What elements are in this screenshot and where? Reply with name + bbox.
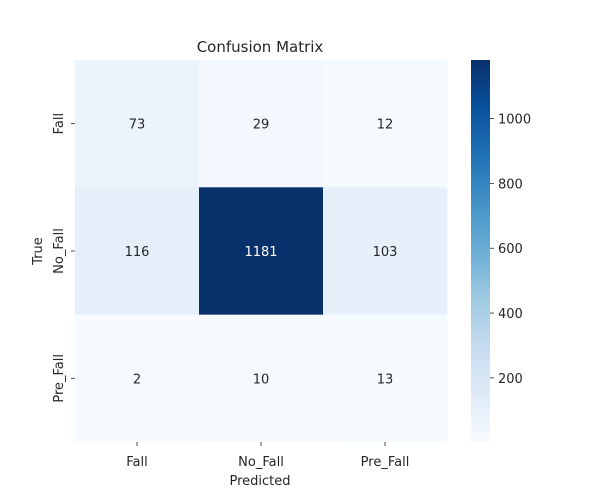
cell-value-label: 10 xyxy=(253,372,270,387)
x-axis-label: Predicted xyxy=(229,474,290,489)
heatmap-cell xyxy=(75,187,200,316)
colorbar-tick-label: 200 xyxy=(498,372,523,387)
y-tick-label: Pre_Fall xyxy=(52,354,67,403)
cell-value-label: 1181 xyxy=(244,245,277,260)
heatmap-cell xyxy=(199,60,324,188)
cell-value-label: 116 xyxy=(125,245,150,260)
chart-title: Confusion Matrix xyxy=(197,38,324,56)
x-tick-label: No_Fall xyxy=(238,455,284,470)
heatmap-cell xyxy=(323,60,448,188)
heatmap-cell xyxy=(323,187,448,316)
colorbar-tick-label: 600 xyxy=(498,242,523,257)
x-tick-label: Pre_Fall xyxy=(361,455,410,470)
cell-value-label: 103 xyxy=(373,245,398,260)
colorbar-gradient xyxy=(471,60,490,442)
colorbar: 200 400 600 800 1000 xyxy=(471,60,531,442)
cell-value-label: 29 xyxy=(253,118,270,133)
colorbar-tick-label: 1000 xyxy=(498,113,531,128)
heatmap-cell xyxy=(199,187,324,316)
x-axis-ticks: Fall No_Fall Pre_Fall xyxy=(126,442,409,470)
heatmap-cell xyxy=(199,314,324,443)
heatmap-cells: 73 29 12 116 1181 103 2 10 13 xyxy=(75,60,448,443)
x-tick-label: Fall xyxy=(126,455,147,470)
heatmap-cell xyxy=(75,60,200,188)
cell-value-label: 12 xyxy=(377,118,394,133)
heatmap-cell xyxy=(75,314,200,443)
y-axis-label: True xyxy=(31,237,46,266)
colorbar-tick-label: 400 xyxy=(498,307,523,322)
colorbar-ticks: 200 400 600 800 1000 xyxy=(490,113,531,387)
colorbar-tick-label: 800 xyxy=(498,177,523,192)
y-tick-label: No_Fall xyxy=(52,228,67,274)
heatmap-cell xyxy=(323,314,448,443)
cell-value-label: 13 xyxy=(377,372,394,387)
y-axis-ticks: Fall No_Fall Pre_Fall xyxy=(52,113,75,403)
cell-value-label: 2 xyxy=(133,372,141,387)
cell-value-label: 73 xyxy=(129,118,146,133)
y-tick-label: Fall xyxy=(52,113,67,134)
